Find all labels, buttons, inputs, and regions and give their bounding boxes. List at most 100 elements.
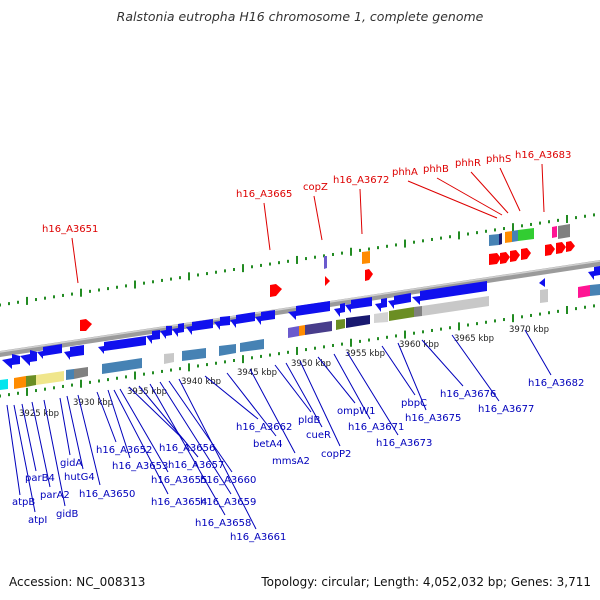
gene-label[interactable]: h16_A3661 bbox=[230, 532, 286, 543]
gene-label[interactable]: h16_A3662 bbox=[236, 422, 292, 433]
gene-callout-line bbox=[285, 362, 323, 428]
gene-label[interactable]: h16_A3653 bbox=[112, 461, 168, 472]
gene-label[interactable]: h16_A3652 bbox=[96, 445, 152, 456]
gene-label[interactable]: phhR bbox=[455, 158, 481, 169]
gene-arrow[interactable] bbox=[588, 266, 600, 280]
tick-mark bbox=[467, 232, 469, 236]
gene-arrow[interactable] bbox=[288, 301, 330, 320]
gene-arrow[interactable] bbox=[255, 310, 275, 325]
gene-arrow[interactable] bbox=[388, 293, 411, 309]
gene-arrow[interactable] bbox=[539, 278, 545, 287]
gene-arrow[interactable] bbox=[489, 253, 501, 265]
gene-label[interactable]: h16_A3650 bbox=[79, 489, 135, 500]
tick-mark bbox=[368, 247, 370, 251]
gene-arrow[interactable] bbox=[365, 269, 373, 281]
gene-arrow[interactable] bbox=[172, 323, 184, 337]
scale-tick-label: 3950 kbp bbox=[291, 359, 331, 369]
tick-mark bbox=[215, 270, 217, 274]
gene-label[interactable]: phhA bbox=[392, 167, 418, 178]
gene-label[interactable]: h16_A3677 bbox=[478, 404, 534, 415]
gene-label[interactable]: h16_A3676 bbox=[440, 389, 496, 400]
gene-callout-line bbox=[113, 389, 169, 495]
gene-label[interactable]: pbpC bbox=[401, 398, 427, 409]
gene-label[interactable]: cueR bbox=[306, 430, 331, 441]
gene-label[interactable]: atpI bbox=[28, 515, 47, 526]
gene-arrow[interactable] bbox=[64, 345, 84, 360]
gene-callout-line bbox=[249, 368, 296, 454]
gene-label[interactable]: phhS bbox=[486, 154, 511, 165]
gene-label[interactable]: phhB bbox=[423, 164, 449, 175]
gene-arrow[interactable] bbox=[556, 242, 566, 254]
gene-arrow[interactable] bbox=[325, 276, 330, 286]
gene-callout-line bbox=[149, 383, 226, 516]
gene-arrow[interactable] bbox=[186, 319, 213, 335]
tick-mark bbox=[440, 327, 442, 331]
gene-arrow[interactable] bbox=[214, 316, 230, 330]
gene-label[interactable]: h16_A3651 bbox=[42, 224, 98, 235]
gene-arrow[interactable] bbox=[412, 281, 487, 305]
gene-label[interactable]: h16_A3654 bbox=[151, 497, 207, 508]
scale-labels: 3925 kbp 3930 kbp 3935 kbp 3940 kbp 3945 kbp… bbox=[19, 325, 549, 419]
gene-arrow[interactable] bbox=[80, 319, 92, 331]
gene-label[interactable]: h16_A3671 bbox=[348, 422, 404, 433]
gene-label[interactable]: h16_A3682 bbox=[528, 378, 584, 389]
gene-arrow[interactable] bbox=[270, 284, 282, 297]
tick-mark bbox=[35, 298, 37, 302]
gene-label[interactable]: h16_A3658 bbox=[195, 518, 251, 529]
gene-label[interactable]: h16_A3665 bbox=[236, 189, 292, 200]
gene-label[interactable]: parB4 bbox=[25, 473, 55, 484]
gene-label[interactable]: betA4 bbox=[253, 439, 283, 450]
gene-label[interactable]: gidA bbox=[60, 458, 82, 469]
gene-label[interactable]: h16_A3655 bbox=[151, 475, 207, 486]
tick-mark bbox=[134, 280, 136, 289]
gene-label[interactable]: mmsA2 bbox=[272, 456, 310, 467]
gene-callout-line bbox=[317, 356, 356, 404]
gene-label[interactable]: h16_A3673 bbox=[376, 438, 432, 449]
gene-arrow[interactable] bbox=[160, 326, 172, 339]
gene-arrow[interactable] bbox=[510, 250, 520, 262]
gene-callout-line bbox=[274, 364, 312, 413]
gene-callout-line bbox=[333, 353, 371, 420]
domain-bar bbox=[505, 231, 512, 243]
gene-label[interactable]: h16_A3675 bbox=[405, 413, 461, 424]
gene-label[interactable]: h16_A3672 bbox=[333, 175, 389, 186]
gene-label[interactable]: gidB bbox=[56, 509, 78, 520]
scale-tick-label: 3965 kbp bbox=[454, 334, 494, 344]
gene-arrow[interactable] bbox=[146, 330, 160, 344]
gene-arrow[interactable] bbox=[345, 297, 372, 313]
gene-callout-line bbox=[13, 404, 36, 513]
gene-label[interactable]: pldB bbox=[298, 415, 320, 426]
gene-label[interactable]: ompW1 bbox=[337, 406, 375, 417]
gene-arrow[interactable] bbox=[230, 312, 255, 328]
gene-callout-line bbox=[524, 329, 552, 376]
gene-label[interactable]: h16_A3683 bbox=[515, 150, 571, 161]
gene-arrow[interactable] bbox=[545, 244, 555, 256]
gene-label[interactable]: hutG4 bbox=[64, 472, 95, 483]
gene-label[interactable]: parA2 bbox=[40, 490, 70, 501]
gene-arrow[interactable] bbox=[334, 303, 345, 317]
tick-mark bbox=[593, 304, 595, 308]
gene-label[interactable]: copZ bbox=[303, 182, 328, 193]
tick-mark bbox=[521, 315, 523, 319]
gene-label[interactable]: atpB bbox=[12, 497, 35, 508]
gene-callout-line bbox=[66, 395, 84, 470]
gene-callout-line bbox=[71, 237, 79, 284]
gene-arrow[interactable] bbox=[566, 241, 575, 252]
gene-arrow[interactable] bbox=[37, 344, 62, 359]
gene-label[interactable]: h16_A3660 bbox=[200, 475, 256, 486]
tick-mark bbox=[287, 259, 289, 263]
tick-mark bbox=[503, 318, 505, 322]
gene-arrow[interactable] bbox=[375, 298, 387, 312]
gene-arrow[interactable] bbox=[98, 336, 146, 354]
gene-arrow[interactable] bbox=[2, 354, 20, 369]
tick-mark bbox=[314, 346, 316, 350]
genome-summary-text: Topology: circular; Length: 4,052,032 bp… bbox=[261, 575, 591, 589]
gene-label[interactable]: copP2 bbox=[321, 449, 351, 460]
gene-arrow[interactable] bbox=[500, 252, 510, 264]
tick-mark bbox=[548, 220, 550, 224]
gene-arrow[interactable] bbox=[20, 350, 37, 366]
gene-label[interactable]: h16_A3659 bbox=[200, 497, 256, 508]
gene-arrow[interactable] bbox=[521, 248, 531, 260]
tick-mark bbox=[71, 292, 73, 296]
tick-mark bbox=[233, 359, 235, 363]
